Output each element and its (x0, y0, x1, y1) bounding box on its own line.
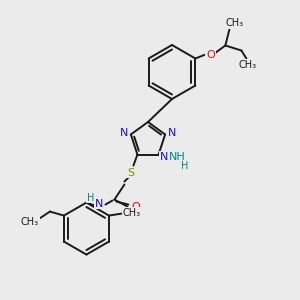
Text: H: H (87, 193, 94, 202)
Text: CH₃: CH₃ (225, 19, 243, 28)
Text: CH₃: CH₃ (21, 217, 39, 226)
Text: N: N (159, 152, 168, 162)
Text: N: N (95, 199, 103, 208)
Text: O: O (206, 50, 215, 59)
Text: NH: NH (169, 152, 186, 162)
Text: CH₃: CH₃ (238, 59, 256, 70)
Text: CH₃: CH₃ (123, 208, 141, 218)
Text: N: N (120, 128, 128, 138)
Text: O: O (131, 202, 140, 212)
Text: H: H (181, 160, 188, 171)
Text: N: N (168, 128, 176, 138)
Text: S: S (127, 168, 134, 178)
